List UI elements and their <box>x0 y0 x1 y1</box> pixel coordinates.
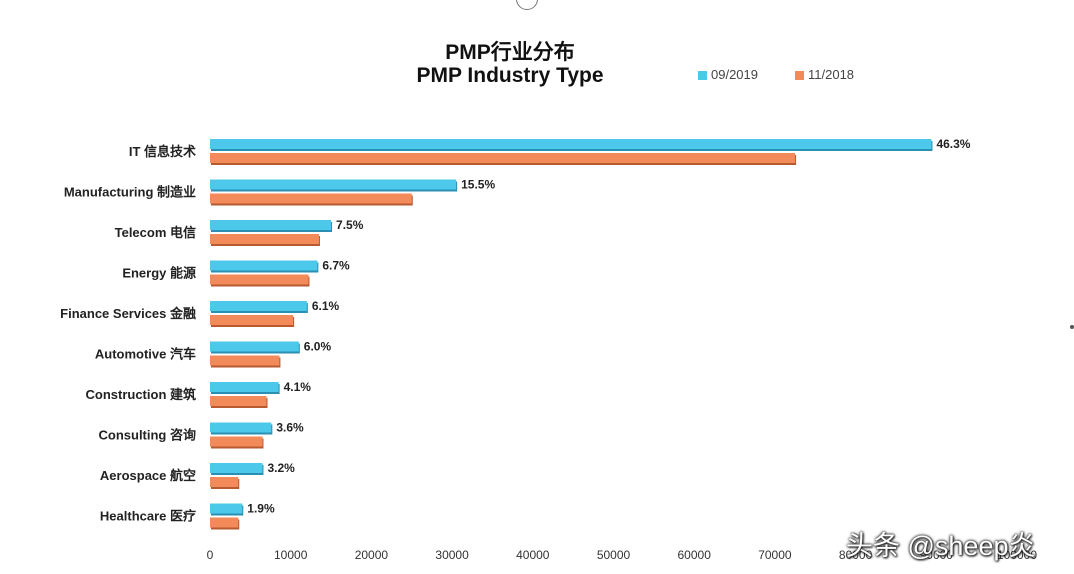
bar-11-2018 <box>210 193 412 204</box>
x-tick-label: 90000 <box>920 548 954 562</box>
chart-title-chinese: PMP行业分布 <box>445 41 575 64</box>
x-tick-label: 40000 <box>516 548 550 562</box>
category-label: Manufacturing 制造业 <box>64 185 196 200</box>
bar-11-2018 <box>210 517 239 528</box>
bar-09-2019 <box>210 341 299 352</box>
data-label: 3.2% <box>267 461 295 475</box>
x-tick-label: 80000 <box>839 548 873 562</box>
dot-marker <box>1070 325 1074 329</box>
x-tick-label: 70000 <box>758 548 792 562</box>
bar-09-2019 <box>210 463 263 473</box>
data-label: 7.5% <box>336 218 364 232</box>
x-tick-label: 10000 <box>274 548 308 562</box>
data-label: 3.6% <box>276 421 304 435</box>
category-label: Aerospace 航空 <box>100 468 196 483</box>
chart-title-english: PMP Industry Type <box>416 64 604 87</box>
x-tick-label: 20000 <box>355 548 389 562</box>
category-label: Construction 建筑 <box>86 387 197 402</box>
bar-11-2018 <box>210 153 796 163</box>
legend-item-09-2019: 09/2019 <box>698 67 758 82</box>
bar-09-2019 <box>210 301 307 311</box>
bar-09-2019 <box>210 260 318 271</box>
x-tick-label: 50000 <box>597 548 631 562</box>
data-label: 15.5% <box>461 178 495 192</box>
category-label: Finance Services 金融 <box>60 306 196 321</box>
legend-label-11-2018: 11/2018 <box>808 67 855 82</box>
data-label: 6.1% <box>312 299 340 313</box>
legend-swatch-09-2019 <box>698 71 707 81</box>
legend-item-11-2018: 11/2018 <box>795 67 854 82</box>
legend-label-09-2019: 09/2019 <box>711 67 758 82</box>
data-label: 1.9% <box>247 502 275 516</box>
data-label: 4.1% <box>284 380 312 394</box>
bar-11-2018 <box>210 436 263 447</box>
bar-11-2018 <box>210 315 294 325</box>
data-label: 46.3% <box>936 137 970 151</box>
category-label: Energy 能源 <box>122 266 196 281</box>
bar-09-2019 <box>210 139 932 149</box>
data-label: 6.7% <box>322 259 350 273</box>
category-label: Consulting 咨询 <box>99 428 197 443</box>
x-tick-label: 30000 <box>435 548 469 562</box>
category-label: Healthcare 医疗 <box>100 509 196 524</box>
category-label: IT 信息技术 <box>129 144 196 159</box>
bar-11-2018 <box>210 274 309 285</box>
bar-11-2018 <box>210 355 280 366</box>
legend-swatch-11-2018 <box>795 71 804 81</box>
bar-11-2018 <box>210 396 267 406</box>
x-tick-label: 0 <box>207 548 214 562</box>
data-label: 6.0% <box>304 340 332 354</box>
x-tick-label: 100000 <box>997 548 1037 562</box>
watermark: 头条 @sheep炎 <box>846 531 1036 561</box>
category-label: Automotive 汽车 <box>95 347 196 362</box>
bar-09-2019 <box>210 382 279 392</box>
bar-11-2018 <box>210 477 239 487</box>
bar-09-2019 <box>210 179 457 190</box>
bar-11-2018 <box>210 234 319 244</box>
bar-09-2019 <box>210 220 332 230</box>
x-tick-label: 60000 <box>678 548 712 562</box>
bar-09-2019 <box>210 422 272 433</box>
bar-09-2019 <box>210 503 243 514</box>
category-label: Telecom 电信 <box>115 225 196 240</box>
